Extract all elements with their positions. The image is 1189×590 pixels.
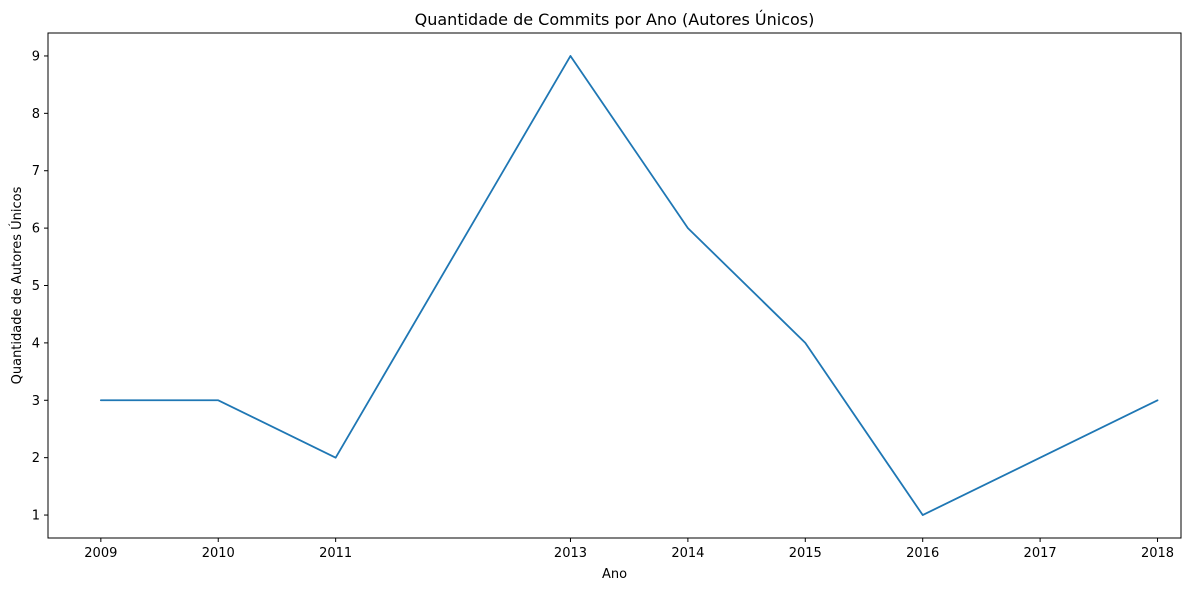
- x-tick-label: 2015: [789, 546, 822, 561]
- x-tick-label: 2017: [1024, 546, 1057, 561]
- series-line: [99, 55, 1159, 516]
- y-tick-label: 1: [32, 509, 40, 524]
- y-tick-label: 6: [32, 222, 40, 237]
- y-tick-label: 5: [32, 279, 40, 294]
- y-axis-ticks: 1 2 3 4 5 6 7 8 9: [32, 49, 48, 524]
- chart-title: Quantidade de Commits por Ano (Autores Ú…: [415, 10, 815, 29]
- y-axis-label: Quantidade de Autores Únicos: [9, 186, 25, 384]
- x-tick-label: 2016: [906, 546, 939, 561]
- x-tick-label: 2009: [84, 546, 117, 561]
- plot-area-frame: [47, 32, 1182, 539]
- y-tick-label: 9: [32, 49, 40, 64]
- x-axis-ticks: 2009 2010 2011 2013 2014 2015 2016 2017 2018: [84, 538, 1174, 561]
- x-tick-label: 2011: [319, 546, 352, 561]
- y-tick-label: 4: [32, 336, 40, 351]
- series-layer: [99, 55, 1159, 516]
- y-tick-label: 3: [32, 394, 40, 409]
- x-tick-label: 2010: [202, 546, 235, 561]
- y-tick-label: 8: [32, 107, 40, 122]
- x-tick-label: 2013: [554, 546, 587, 561]
- y-tick-label: 7: [32, 164, 40, 179]
- x-axis-label: Ano: [602, 567, 627, 582]
- y-tick-label: 2: [32, 451, 40, 466]
- x-tick-label: 2014: [671, 546, 704, 561]
- x-tick-label: 2018: [1141, 546, 1174, 561]
